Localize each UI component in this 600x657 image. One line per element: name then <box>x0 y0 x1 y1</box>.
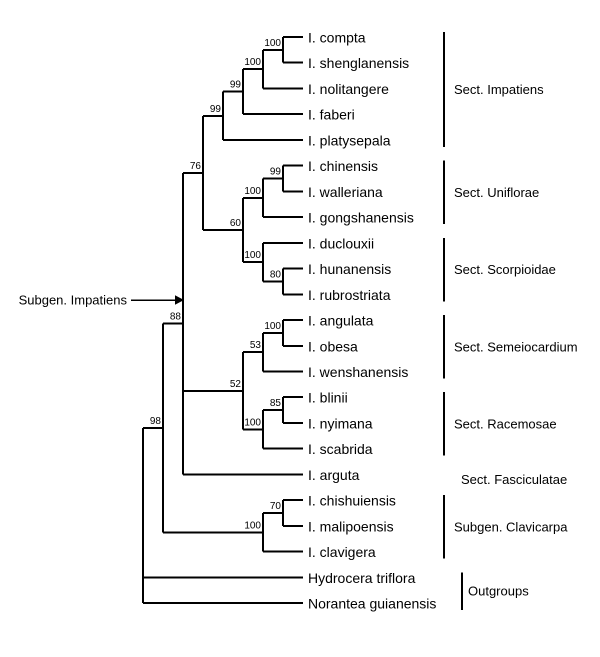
section-label: Sect. Fasciculatae <box>461 472 567 487</box>
support-label: 52 <box>230 379 242 390</box>
taxon-label: I. hunanensis <box>308 261 391 277</box>
section-label: Outgroups <box>468 584 529 599</box>
taxon-label: I. blinii <box>308 390 348 406</box>
support-label: 100 <box>244 57 261 68</box>
support-label: 76 <box>190 161 202 172</box>
taxon-label: I. rubrostriata <box>308 287 391 303</box>
taxon-label: I. gongshanensis <box>308 210 414 226</box>
support-label: 70 <box>270 501 282 512</box>
support-label: 99 <box>270 167 282 178</box>
taxon-label: I. compta <box>308 30 366 46</box>
support-label: 98 <box>150 416 162 427</box>
right-arrow-icon <box>175 295 184 305</box>
taxon-label: I. arguta <box>308 467 360 483</box>
section-label: Sect. Impatiens <box>454 82 544 97</box>
taxon-label: I. malipoensis <box>308 518 394 534</box>
taxon-label: I. platysepala <box>308 132 391 148</box>
taxon-label: I. angulata <box>308 313 374 329</box>
annotation-label: Subgen. Impatiens <box>19 293 128 308</box>
support-label: 85 <box>270 398 282 409</box>
taxon-label: Hydrocera triflora <box>308 570 416 586</box>
section-label: Subgen. Clavicarpa <box>454 519 568 534</box>
taxon-label: I. obesa <box>308 338 358 354</box>
support-label: 100 <box>244 520 261 531</box>
support-label: 100 <box>264 321 281 332</box>
taxon-label: I. shenglanensis <box>308 55 409 71</box>
taxon-label: I. wenshanensis <box>308 364 408 380</box>
taxon-label: I. faberi <box>308 107 355 123</box>
support-label: 80 <box>270 269 282 280</box>
support-label: 100 <box>264 38 281 49</box>
taxon-label: I. duclouxii <box>308 235 374 251</box>
taxon-label: I. chishuiensis <box>308 493 396 509</box>
taxon-label: Norantea guianensis <box>308 596 436 612</box>
section-label: Sect. Semeiocardium <box>454 339 578 354</box>
taxon-label: I. chinensis <box>308 158 378 174</box>
support-label: 53 <box>250 340 262 351</box>
support-label: 88 <box>170 312 182 323</box>
taxon-label: I. clavigera <box>308 544 376 560</box>
support-label: 60 <box>230 218 242 229</box>
taxon-label: I. nolitangere <box>308 81 389 97</box>
support-label: 100 <box>244 417 261 428</box>
support-label: 99 <box>210 104 222 115</box>
support-label: 100 <box>244 250 261 261</box>
support-label: 99 <box>230 80 242 91</box>
section-label: Sect. Scorpioidae <box>454 262 556 277</box>
support-label: 100 <box>244 186 261 197</box>
section-label: Sect. Uniflorae <box>454 185 539 200</box>
taxon-label: I. nyimana <box>308 415 373 431</box>
taxon-label: I. scabrida <box>308 441 373 457</box>
taxon-label: I. walleriana <box>308 184 383 200</box>
section-label: Sect. Racemosae <box>454 416 557 431</box>
